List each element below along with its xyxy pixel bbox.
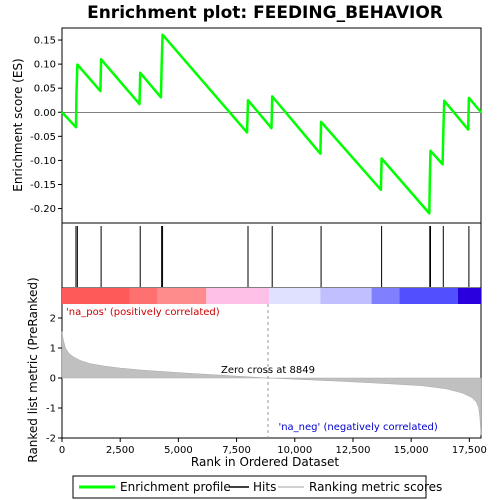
metric-x-axis: 0 2,500 5,000 7,500 10,000 12,500 15,000 17,500 [59, 438, 487, 456]
enrichment-point [100, 58, 102, 60]
x-tick-label: 5,000 [164, 445, 193, 456]
enrichment-point [468, 97, 470, 99]
hits-series [75, 226, 470, 287]
enrichment-profile-line [61, 33, 482, 215]
hits-panel-frame [61, 222, 482, 289]
x-tick-label: 2,500 [106, 445, 135, 456]
es-y-tick-label: -0.15 [30, 180, 56, 191]
x-tick-label: 10,000 [277, 445, 312, 456]
es-y-tick-label: 0.10 [34, 60, 56, 71]
metric-y-tick-label: 1 [50, 344, 56, 355]
es-y-tick-label: -0.20 [30, 204, 56, 215]
colorbar-segment [62, 288, 130, 304]
enrichment-point [161, 65, 163, 67]
enrichment-point [99, 90, 102, 92]
es-y-tick-label: -0.10 [30, 156, 56, 167]
ranked-colorbar [62, 288, 481, 304]
metric-y-tick-label: -2 [46, 434, 56, 445]
es-axis: 0.15 0.10 0.05 0.00 -0.05 -0.10 -0.15 -0.20 [30, 36, 481, 215]
colorbar-segment [157, 288, 207, 304]
enrichment-point [442, 132, 444, 134]
x-tick-label: 0 [59, 445, 65, 456]
enrichment-point [319, 153, 321, 155]
ranking-metric-series [61, 331, 482, 436]
enrichment-profile-series [61, 33, 482, 215]
positive-correlation-label: 'na_pos' (positively correlated) [66, 307, 220, 318]
zero-cross-label: Zero cross at 8849 [221, 365, 315, 376]
colorbar-segment [320, 288, 372, 304]
enrichment-point [467, 128, 469, 131]
enrichment-point [441, 163, 444, 165]
enrichment-point [429, 181, 431, 183]
enrichment-point [270, 127, 273, 129]
legend-label-hits: Hits [253, 480, 276, 494]
enrichment-point [271, 95, 273, 97]
enrichment-point [429, 150, 432, 152]
enrichment-point [160, 96, 162, 98]
es-y-tick-label: 0.05 [34, 84, 56, 95]
colorbar-segment [206, 288, 270, 304]
enrichment-point [380, 189, 382, 191]
enrichment-point [246, 131, 248, 134]
enrichment-point [428, 212, 430, 214]
es-y-tick-label: 0.15 [34, 36, 56, 47]
enrichment-point [443, 100, 445, 102]
x-tick-label: 15,000 [394, 445, 429, 456]
metric-y-tick-label: 0 [50, 374, 56, 385]
enrichment-point [61, 111, 63, 113]
metric-y-axis: 2 1 0 -1 -2 [46, 314, 62, 445]
es-y-axis-label: Enrichment score (ES) [11, 58, 25, 191]
ranking-metric-area [61, 331, 482, 436]
colorbar-segment [129, 288, 158, 304]
colorbar-segment [269, 288, 321, 304]
enrichment-point [75, 126, 77, 128]
es-y-tick-label: -0.05 [30, 132, 56, 143]
chart-title: Enrichment plot: FEEDING_BEHAVIOR [87, 3, 443, 23]
enrichment-point [138, 103, 141, 105]
colorbar-segment [457, 288, 481, 304]
legend-label-enrichment: Enrichment profile [120, 480, 231, 494]
colorbar-segment [371, 288, 400, 304]
metric-y-tick-label: -1 [46, 404, 56, 415]
enrichment-point [480, 111, 482, 113]
colorbar-segment [399, 288, 458, 304]
metric-y-axis-label: Ranked list metric (PreRanked) [26, 277, 40, 462]
enrichment-point [161, 34, 164, 36]
enrichment-point [76, 63, 78, 66]
enrichment-point [381, 157, 383, 160]
metric-y-tick-label: 2 [50, 314, 56, 325]
enrichment-point [320, 121, 322, 123]
negative-correlation-label: 'na_neg' (negatively correlated) [278, 422, 437, 433]
legend-box [72, 475, 427, 499]
es-y-tick-label: 0.00 [34, 108, 56, 119]
enrichment-point [139, 72, 141, 74]
x-tick-label: 12,500 [335, 445, 370, 456]
enrichment-point [247, 99, 249, 101]
x-axis-label: Rank in Ordered Dataset [191, 455, 339, 469]
x-tick-label: 7,500 [222, 445, 251, 456]
x-tick-label: 17,500 [452, 445, 487, 456]
enrichment-point [75, 94, 78, 97]
legend-label-metric: Ranking metric scores [309, 480, 442, 494]
